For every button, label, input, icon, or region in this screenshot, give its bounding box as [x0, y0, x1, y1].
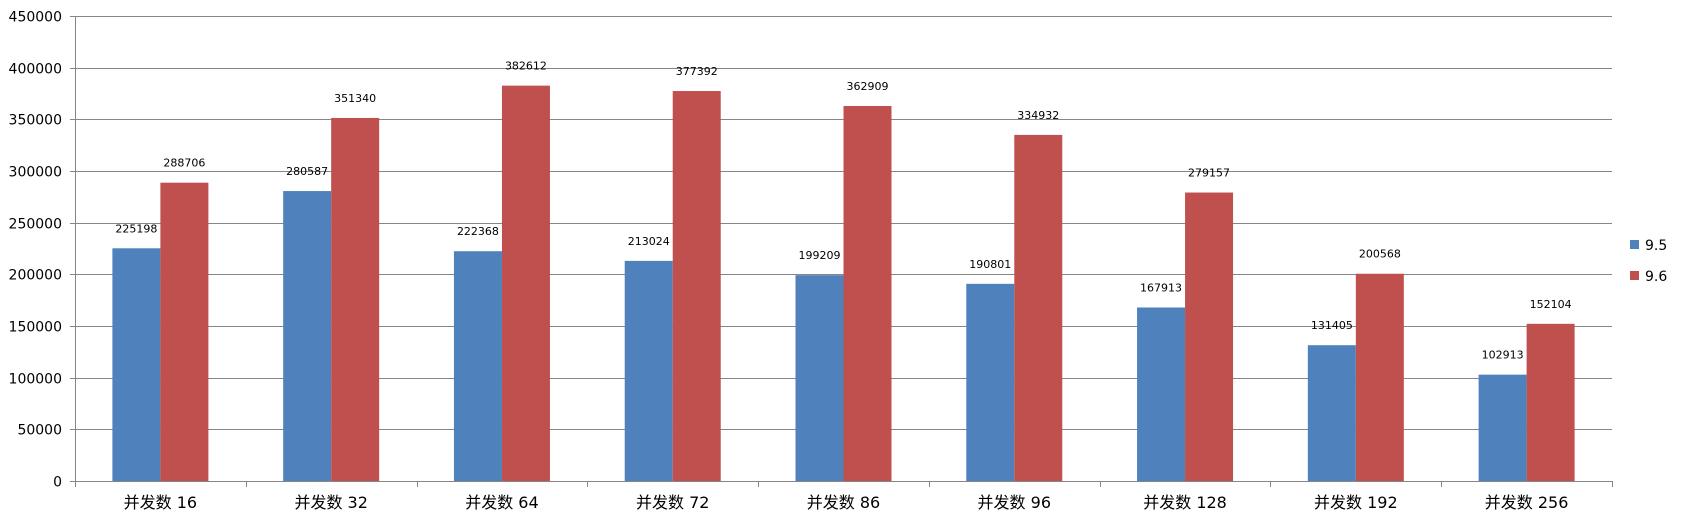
y-tick-label: 350000 — [9, 113, 62, 129]
data-label: 280587 — [286, 165, 328, 178]
y-tick-label: 450000 — [9, 10, 62, 26]
x-tick-label: 并发数 86 — [807, 493, 880, 512]
legend-swatch — [1630, 271, 1639, 280]
x-tick-label: 并发数 32 — [294, 493, 367, 512]
x-tick-label: 并发数 72 — [636, 493, 709, 512]
bar-9-6 — [331, 117, 380, 481]
bar-9-6 — [843, 105, 892, 482]
data-label: 362909 — [847, 80, 889, 93]
bar-9-5 — [624, 260, 673, 481]
bar-9-5 — [1307, 345, 1356, 481]
data-label: 288706 — [163, 157, 205, 170]
bar-9-5 — [453, 251, 502, 481]
y-tick-label: 50000 — [17, 423, 62, 439]
data-label: 131405 — [1311, 319, 1353, 332]
bar-9-6 — [160, 182, 209, 481]
data-label: 213024 — [628, 235, 670, 248]
bar-9-6 — [672, 91, 721, 482]
data-label: 102913 — [1482, 349, 1524, 362]
x-tick-label: 并发数 192 — [1314, 493, 1398, 512]
legend-swatch — [1630, 240, 1639, 249]
data-label: 200568 — [1359, 248, 1401, 261]
x-tick-label: 并发数 256 — [1485, 493, 1569, 512]
legend-label: 9.6 — [1645, 269, 1667, 285]
x-tick-label: 并发数 96 — [978, 493, 1051, 512]
legend-label: 9.5 — [1645, 238, 1667, 254]
y-tick-label: 200000 — [9, 268, 62, 284]
x-tick-label: 并发数 64 — [465, 493, 538, 512]
y-tick-label: 0 — [53, 475, 62, 491]
bar-9-6 — [1185, 192, 1234, 481]
data-label: 222368 — [457, 225, 499, 238]
data-label: 382612 — [505, 60, 547, 73]
y-tick-label: 150000 — [9, 320, 62, 336]
data-label: 167913 — [1140, 281, 1182, 294]
bar-9-6 — [501, 85, 550, 481]
bar-9-5 — [112, 248, 161, 481]
bar-9-5 — [1137, 307, 1186, 481]
x-tick-label: 并发数 128 — [1143, 493, 1227, 512]
y-tick-label: 300000 — [9, 165, 62, 181]
data-label: 334932 — [1017, 109, 1059, 122]
data-label: 190801 — [969, 258, 1011, 271]
data-label: 377392 — [676, 65, 718, 78]
bar-9-5 — [283, 191, 332, 481]
bar-9-6 — [1014, 134, 1063, 481]
data-label: 279157 — [1188, 167, 1230, 180]
x-tick-label: 并发数 16 — [124, 493, 197, 512]
bar-9-6 — [1526, 323, 1575, 481]
y-tick-label: 100000 — [9, 372, 62, 388]
data-label: 351340 — [334, 92, 376, 105]
data-label: 199209 — [799, 249, 841, 262]
bar-9-5 — [795, 275, 844, 481]
data-label: 225198 — [115, 222, 157, 235]
y-tick-label: 250000 — [9, 217, 62, 233]
bar-9-5 — [1478, 374, 1527, 481]
y-tick-label: 400000 — [9, 62, 62, 78]
data-label: 152104 — [1530, 298, 1572, 311]
bar-9-5 — [966, 283, 1015, 481]
bar-9-6 — [1355, 273, 1404, 481]
